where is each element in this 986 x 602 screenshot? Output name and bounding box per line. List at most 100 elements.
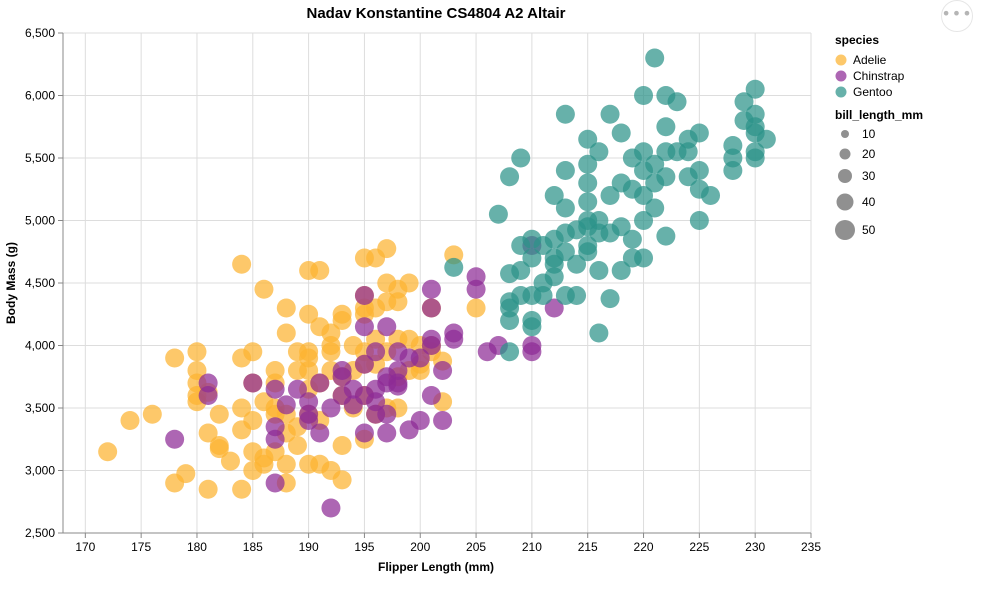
data-point-chinstrap	[377, 423, 397, 443]
legend-size-label: 30	[862, 169, 876, 183]
chart-title: Nadav Konstantine CS4804 A2 Altair	[307, 5, 566, 22]
data-point-chinstrap	[444, 329, 464, 349]
x-tick-label: 190	[299, 540, 319, 554]
data-point-adelie	[332, 436, 352, 455]
data-point-chinstrap	[366, 342, 386, 362]
data-point-gentoo	[578, 154, 598, 174]
data-point-chinstrap	[433, 411, 453, 430]
data-point-gentoo	[745, 79, 765, 99]
data-point-gentoo	[634, 211, 654, 230]
data-point-chinstrap	[377, 317, 397, 337]
data-point-gentoo	[567, 254, 587, 274]
data-point-adelie	[198, 423, 218, 443]
legend-label-chinstrap: Chinstrap	[853, 69, 905, 83]
data-point-gentoo	[589, 142, 609, 162]
data-point-adelie	[299, 361, 319, 380]
data-point-chinstrap	[466, 279, 486, 299]
data-point-adelie	[466, 298, 486, 318]
data-point-gentoo	[488, 204, 508, 224]
data-point-chinstrap	[198, 386, 218, 405]
y-tick-label: 6,500	[25, 26, 55, 40]
x-tick-label: 220	[634, 540, 654, 554]
x-tick-label: 175	[131, 540, 151, 554]
data-point-chinstrap	[299, 411, 319, 430]
x-axis-title: Flipper Length (mm)	[378, 560, 494, 574]
x-tick-label: 200	[410, 540, 430, 554]
data-point-gentoo	[689, 123, 709, 143]
data-point-gentoo	[678, 142, 698, 162]
y-tick-label: 4,500	[25, 276, 55, 290]
data-point-gentoo	[500, 342, 520, 362]
data-point-gentoo	[611, 261, 631, 280]
data-point-gentoo	[634, 142, 654, 162]
data-point-gentoo	[555, 104, 575, 124]
y-tick-label: 6,000	[25, 89, 55, 103]
legend-size-swatch	[838, 169, 852, 183]
data-point-adelie	[232, 398, 252, 418]
data-point-gentoo	[589, 261, 609, 280]
data-point-gentoo	[734, 92, 754, 112]
data-point-chinstrap	[243, 373, 263, 393]
y-tick-label: 5,000	[25, 214, 55, 228]
x-tick-label: 230	[745, 540, 765, 554]
data-point-gentoo	[656, 226, 676, 246]
x-tick-label: 170	[75, 540, 95, 554]
x-tick-label: 180	[187, 540, 207, 554]
x-tick-label: 225	[689, 540, 709, 554]
data-point-gentoo	[723, 161, 743, 180]
legend-label-gentoo: Gentoo	[853, 85, 893, 99]
legend-swatch-chinstrap	[835, 70, 847, 82]
data-point-gentoo	[600, 104, 620, 124]
data-point-chinstrap	[354, 317, 374, 337]
y-tick-label: 3,000	[25, 464, 55, 478]
legend-size-swatch	[836, 193, 854, 211]
data-point-gentoo	[667, 92, 687, 112]
data-point-gentoo	[756, 129, 776, 149]
data-point-gentoo	[656, 117, 676, 137]
data-point-chinstrap	[265, 379, 285, 399]
data-point-adelie	[377, 239, 397, 259]
y-tick-label: 3,500	[25, 401, 55, 415]
data-point-chinstrap	[332, 367, 352, 387]
data-point-adelie	[120, 411, 140, 430]
data-point-gentoo	[645, 48, 665, 68]
legend-size-swatch	[841, 130, 849, 138]
data-point-gentoo	[645, 154, 665, 174]
data-point-chinstrap	[276, 395, 296, 415]
data-point-gentoo	[645, 198, 665, 218]
data-point-gentoo	[544, 267, 564, 287]
data-point-gentoo	[600, 186, 620, 205]
data-point-adelie	[254, 454, 274, 474]
data-point-gentoo	[555, 242, 575, 262]
data-point-gentoo	[511, 261, 531, 280]
legend-color-title: species	[835, 33, 879, 47]
data-point-chinstrap	[321, 398, 341, 418]
x-tick-label: 235	[801, 540, 821, 554]
data-point-adelie	[243, 411, 263, 430]
data-point-chinstrap	[433, 361, 453, 380]
data-point-gentoo	[567, 286, 587, 305]
data-point-chinstrap	[421, 386, 441, 405]
legend-size-label: 50	[862, 223, 876, 237]
data-point-gentoo	[745, 117, 765, 137]
data-point-gentoo	[745, 148, 765, 168]
legend: species bill_length_mm Adelie Chinstrap Ge…	[835, 33, 923, 240]
data-point-adelie	[299, 304, 319, 324]
data-point-chinstrap	[310, 423, 330, 443]
data-point-adelie	[321, 342, 341, 362]
data-point-adelie	[332, 304, 352, 324]
x-tick-label: 185	[243, 540, 263, 554]
data-point-gentoo	[511, 148, 531, 168]
data-point-gentoo	[578, 242, 598, 262]
data-point-chinstrap	[544, 298, 564, 318]
axes: 170 175 180 185 190 195 200 205 210 215 220 225 230 2…	[25, 26, 821, 554]
data-point-adelie	[232, 479, 252, 499]
data-point-gentoo	[611, 123, 631, 143]
data-point-gentoo	[600, 289, 620, 309]
legend-size-label: 40	[862, 195, 876, 209]
data-point-gentoo	[611, 217, 631, 237]
legend-size-swatch	[839, 148, 851, 160]
chart-actions-menu-button[interactable]: •••	[941, 0, 973, 32]
y-axis-title: Body Mass (g)	[4, 242, 18, 324]
